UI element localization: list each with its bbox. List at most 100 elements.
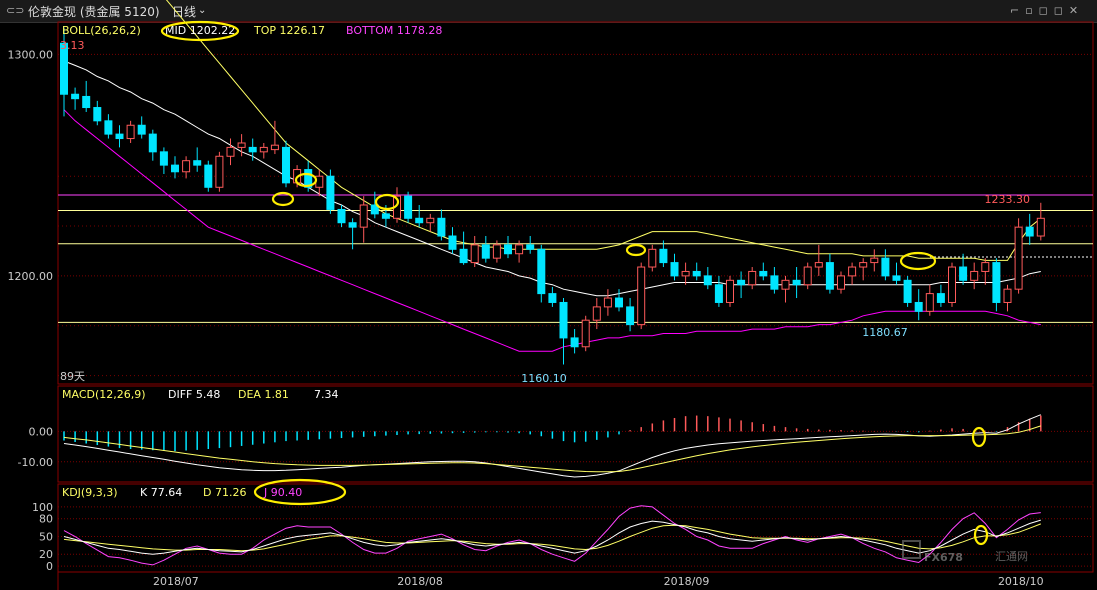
kdj-tick-label: 0 <box>46 560 53 573</box>
kdj-k-label: K 77.64 <box>140 486 182 499</box>
candle-body <box>71 93 80 100</box>
candle-body <box>492 244 501 259</box>
candle-body <box>526 244 535 250</box>
x-axis-date-label: 2018/09 <box>664 575 710 588</box>
price-tick-label: 1200.00 <box>8 270 54 283</box>
highlight-ellipse <box>973 524 989 546</box>
candle-body <box>892 275 901 281</box>
candle-body <box>137 124 146 135</box>
instrument-title: 伦敦金现 (贵金属 5120) <box>28 5 160 19</box>
candle-body <box>171 164 179 173</box>
macd-tick-label: 0.00 <box>29 425 54 438</box>
kdj-d-line <box>63 523 1041 552</box>
candle-body <box>581 319 590 348</box>
candle-body <box>326 175 335 210</box>
macd-dea-label: DEA 1.81 <box>238 388 289 401</box>
candle-body <box>881 257 890 277</box>
period-dropdown-icon[interactable]: ⌄ <box>198 5 207 16</box>
candle-body <box>470 244 479 264</box>
highlight-ellipse <box>971 426 987 448</box>
candle-body <box>82 95 91 109</box>
candle-body <box>903 279 912 303</box>
corner-value-label: 3.13 <box>60 39 85 52</box>
boll-mid-label: MID 1202.22 <box>165 24 235 37</box>
price-panel-frame <box>57 21 1094 385</box>
candle-body <box>992 262 1001 303</box>
low-annotation: 1160.10 <box>521 372 567 385</box>
candle-body <box>282 146 290 184</box>
kdj-tick-label: 20 <box>39 548 53 561</box>
highlight-ellipse <box>253 478 347 506</box>
kdj-tick-label: 50 <box>39 530 53 543</box>
candle-body <box>726 279 734 303</box>
boll-mid-line <box>63 60 1041 297</box>
candle-body <box>537 248 546 295</box>
candle-body <box>193 160 202 166</box>
kdj-indicator-label: KDJ(9,3,3) <box>62 486 118 499</box>
candle-body <box>270 144 279 151</box>
candle-body <box>748 270 757 286</box>
candle-body <box>615 297 623 308</box>
candle-body <box>504 244 512 255</box>
candle-body <box>592 306 601 321</box>
highlight-ellipse <box>294 172 318 188</box>
highlight-ellipse <box>899 251 937 271</box>
macd-value-label: 7.34 <box>314 388 339 401</box>
x-axis-date-label: 2018/08 <box>397 575 443 588</box>
candle-body <box>348 222 357 228</box>
watermark-logo-icon <box>902 540 921 559</box>
kdj-k-line <box>63 519 1041 555</box>
candle-body <box>759 270 768 277</box>
candle-body <box>948 266 956 303</box>
boll-indicator-label: BOLL(26,26,2) <box>62 24 141 37</box>
candle-body <box>248 146 257 153</box>
candle-body <box>936 293 945 303</box>
candle-body <box>204 164 213 188</box>
x-axis-date-label: 2018/07 <box>153 575 199 588</box>
highlight-ellipse <box>625 243 647 257</box>
candle-body <box>870 257 879 264</box>
candle-body <box>1025 226 1034 237</box>
candle-body <box>226 146 235 157</box>
candle-body <box>737 279 746 286</box>
price-tick-label: 1300.00 <box>8 48 54 61</box>
period-selector[interactable]: 日线 <box>172 5 197 19</box>
candle-body <box>914 301 923 312</box>
candle-body <box>559 301 568 339</box>
kdj-tick-label: 80 <box>39 513 53 526</box>
watermark-brand: FX678 <box>924 551 963 564</box>
candle-body <box>381 213 390 219</box>
candle-body <box>792 279 801 286</box>
window-controls-icon[interactable]: ⌐▫◻◻✕ <box>1010 4 1085 17</box>
candle-body <box>692 270 701 277</box>
candle-body <box>60 42 68 95</box>
candle-body <box>670 262 679 277</box>
candle-body <box>126 124 135 140</box>
candle-body <box>115 133 124 140</box>
macd-diff-line <box>63 414 1041 478</box>
boll-bottom-line <box>63 109 1041 352</box>
boll-bottom-label: BOTTOM 1178.28 <box>346 24 442 37</box>
candle-body <box>703 275 712 286</box>
macd-indicator-label: MACD(12,26,9) <box>62 388 146 401</box>
macd-dea-line <box>63 425 1041 473</box>
low-annotation: 1180.67 <box>862 326 908 339</box>
highlight-ellipse <box>271 191 295 207</box>
candle-body <box>148 133 157 153</box>
candle-body <box>459 248 468 264</box>
candle-body <box>825 262 834 290</box>
high-annotation: 1233.30 <box>985 193 1031 206</box>
candle-body <box>93 107 102 122</box>
nav-arrows-icon[interactable]: ⊂⊃ <box>6 4 25 17</box>
candle-body <box>315 175 324 188</box>
candle-body <box>448 235 457 250</box>
kdj-panel-frame <box>57 483 1094 573</box>
x-axis-date-label: 2018/10 <box>998 575 1044 588</box>
highlight-ellipse <box>160 20 240 42</box>
candle-body <box>426 217 435 224</box>
highlight-ellipse <box>374 193 400 211</box>
boll-top-label: TOP 1226.17 <box>253 24 325 37</box>
candle-body <box>925 293 934 312</box>
candle-body <box>359 204 368 228</box>
